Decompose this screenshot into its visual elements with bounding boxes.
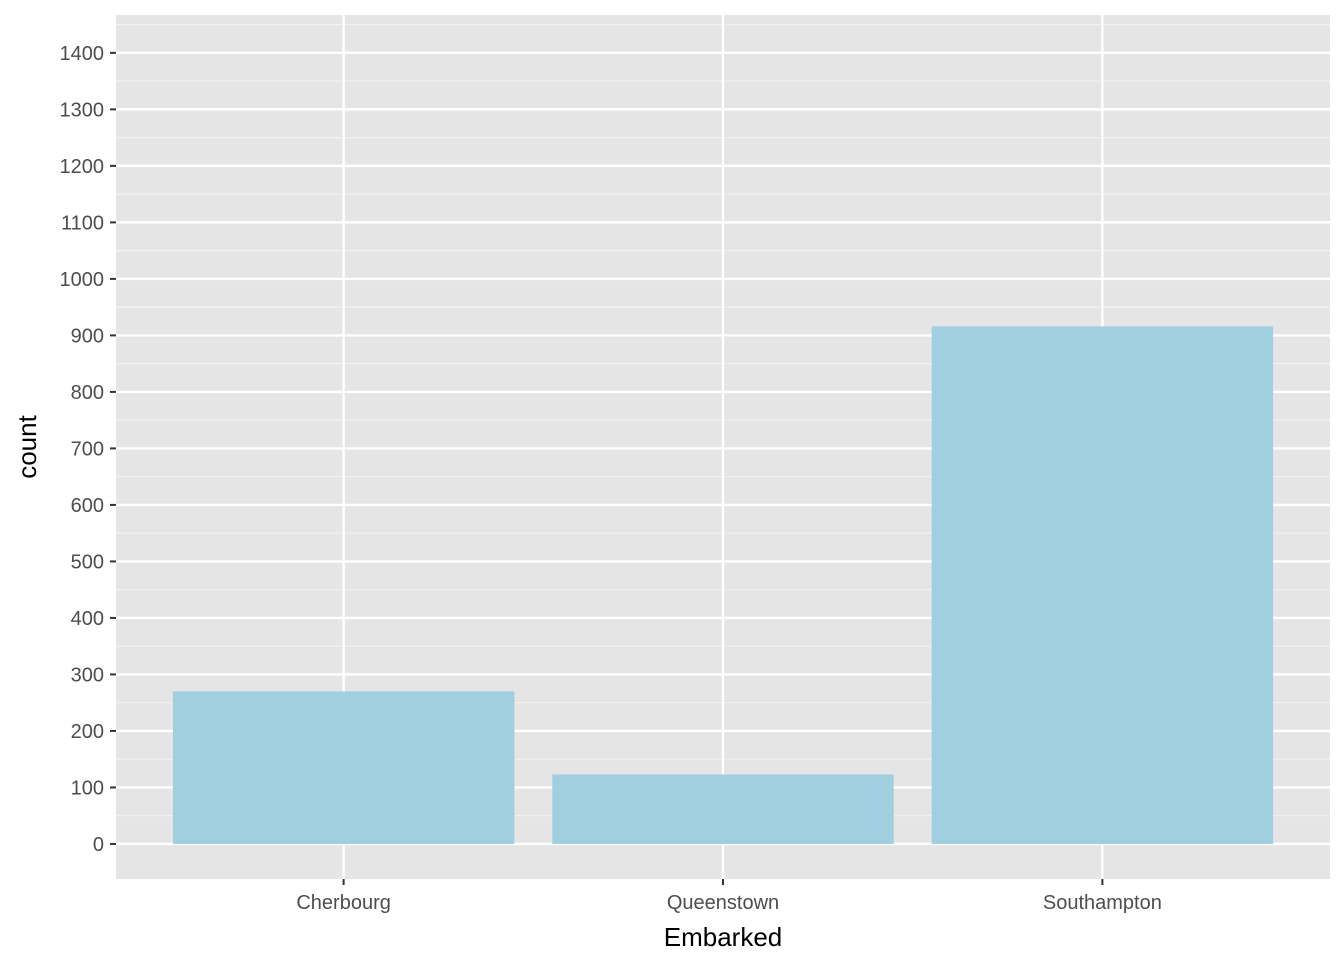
- y-tick-label: 500: [71, 551, 104, 573]
- bar-queenstown: [552, 774, 894, 844]
- x-tick-label: Queenstown: [667, 892, 779, 914]
- y-tick-label: 1300: [60, 99, 105, 121]
- y-tick-label: 800: [71, 382, 104, 404]
- bar-southampton: [931, 326, 1274, 844]
- y-tick-label: 1000: [60, 269, 105, 291]
- bars: [172, 326, 1274, 844]
- y-tick-label: 600: [71, 495, 104, 517]
- y-tick-label: 300: [71, 664, 104, 686]
- y-tick-label: 900: [71, 325, 104, 347]
- y-tick-label: 0: [93, 834, 104, 856]
- bar-cherbourg: [172, 691, 515, 844]
- y-tick-label: 1400: [60, 43, 105, 65]
- y-axis-title: count: [12, 414, 42, 478]
- x-axis-title: Embarked: [664, 922, 783, 952]
- y-tick-label: 200: [71, 721, 104, 743]
- y-tick-label: 700: [71, 438, 104, 460]
- x-tick-label: Southampton: [1043, 892, 1162, 914]
- x-tick-label: Cherbourg: [296, 892, 391, 914]
- y-axis: 0 100 200 300 400 500 600 700 800 900 1000 1100 1200…: [60, 43, 116, 856]
- x-axis: Cherbourg Queenstown Southampton: [296, 879, 1162, 914]
- y-tick-label: 1200: [60, 156, 105, 178]
- y-tick-label: 100: [71, 777, 104, 799]
- y-tick-label: 400: [71, 608, 104, 630]
- y-tick-label: 1100: [61, 212, 104, 234]
